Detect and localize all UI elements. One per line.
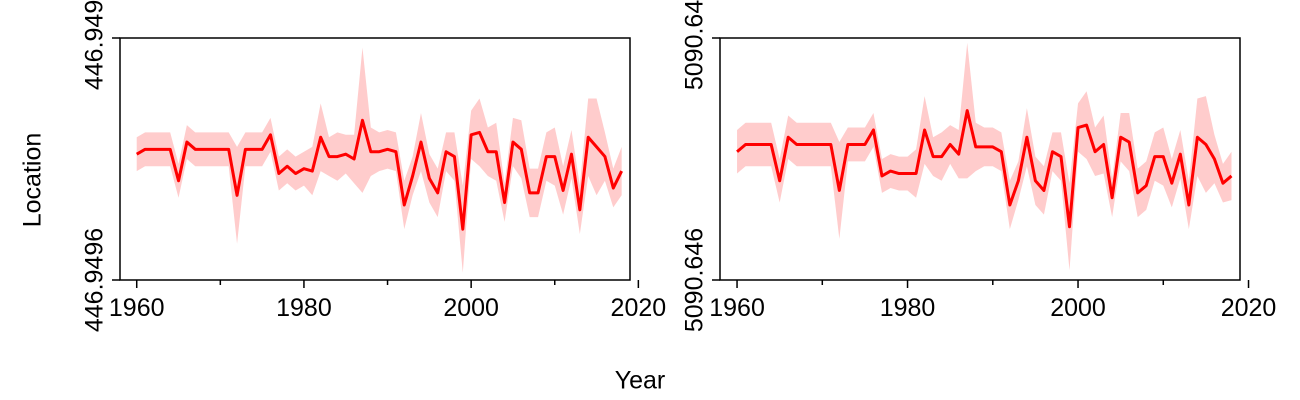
data-line — [736, 109, 1233, 229]
y-tick-label: 5090.647 — [681, 0, 709, 90]
y-tick-label: 5090.646 — [681, 228, 709, 332]
x-tick-label: 1960 — [709, 294, 765, 322]
x-axis-title: Year — [615, 367, 666, 395]
x-tick-label: 1980 — [276, 294, 332, 322]
x-tick-label: 2020 — [1221, 294, 1277, 322]
data-line — [135, 118, 623, 231]
x-tick-label: 1980 — [880, 294, 936, 322]
x-tick-label: 2000 — [443, 294, 499, 322]
confidence-band — [737, 42, 1232, 271]
plot-frame — [719, 37, 1241, 281]
x-tick-label: 1960 — [109, 294, 165, 322]
y-tick-label: 446.9496 — [81, 228, 109, 332]
plot-frame — [119, 37, 631, 281]
confidence-band — [136, 47, 622, 273]
y-axis-title: Location — [19, 133, 47, 228]
x-tick-label: 2020 — [611, 294, 667, 322]
x-tick-label: 2000 — [1050, 294, 1106, 322]
y-tick-label: 446.9497 — [81, 0, 109, 90]
